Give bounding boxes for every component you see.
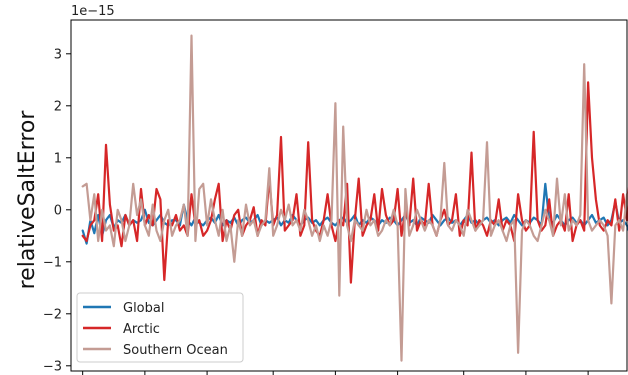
- legend-label: Arctic: [123, 322, 160, 337]
- y-tick-label: 1: [54, 151, 62, 166]
- y-axis-label: relativeSaltError: [15, 110, 40, 290]
- y-tick-label: −3: [43, 359, 62, 374]
- y-tick-label: −2: [43, 307, 62, 322]
- series-line-southern-ocean: [81, 34, 628, 362]
- legend-label: Southern Ocean: [123, 343, 228, 358]
- legend-box: [76, 292, 244, 363]
- plot-frame: [70, 19, 628, 372]
- y-tick-label: 2: [54, 99, 62, 114]
- series-line-arctic: [81, 81, 628, 284]
- y-tick-label: −1: [43, 255, 62, 270]
- series-layer: [81, 34, 628, 362]
- y-tick-label: 0: [54, 203, 62, 218]
- legend-label: Global: [123, 301, 164, 316]
- y-tick-label: 3: [54, 47, 62, 62]
- y-offset-label: 1e−15: [71, 4, 115, 19]
- legend: Global Arctic Southern Ocean: [76, 292, 244, 363]
- axes-layer: 3 2 1 0 −1 −2 −3: [43, 19, 628, 375]
